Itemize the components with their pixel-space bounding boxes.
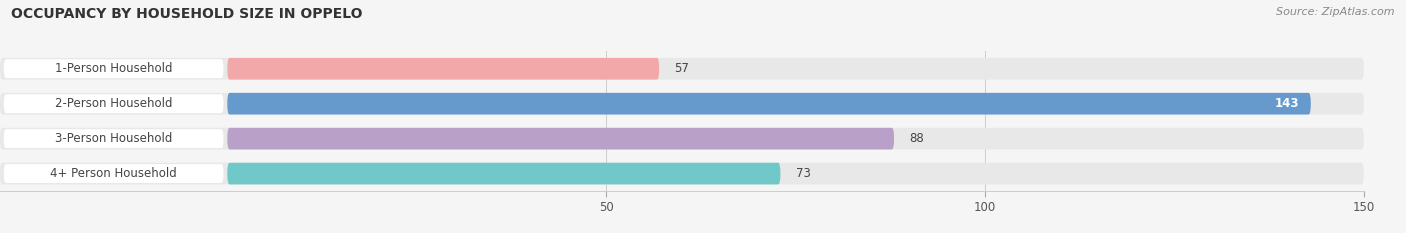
FancyBboxPatch shape — [4, 164, 224, 183]
FancyBboxPatch shape — [0, 163, 1364, 185]
FancyBboxPatch shape — [228, 128, 894, 150]
Text: 73: 73 — [796, 167, 810, 180]
Text: 143: 143 — [1275, 97, 1299, 110]
Text: OCCUPANCY BY HOUSEHOLD SIZE IN OPPELO: OCCUPANCY BY HOUSEHOLD SIZE IN OPPELO — [11, 7, 363, 21]
FancyBboxPatch shape — [0, 58, 1364, 80]
Text: 1-Person Household: 1-Person Household — [55, 62, 173, 75]
Text: 4+ Person Household: 4+ Person Household — [51, 167, 177, 180]
FancyBboxPatch shape — [228, 93, 1310, 115]
Text: 3-Person Household: 3-Person Household — [55, 132, 173, 145]
FancyBboxPatch shape — [228, 58, 659, 80]
FancyBboxPatch shape — [0, 128, 1364, 150]
FancyBboxPatch shape — [4, 129, 224, 148]
FancyBboxPatch shape — [0, 93, 1364, 115]
Text: Source: ZipAtlas.com: Source: ZipAtlas.com — [1277, 7, 1395, 17]
FancyBboxPatch shape — [228, 163, 780, 185]
Text: 2-Person Household: 2-Person Household — [55, 97, 173, 110]
Text: 57: 57 — [675, 62, 689, 75]
FancyBboxPatch shape — [4, 94, 224, 113]
FancyBboxPatch shape — [4, 59, 224, 78]
Text: 88: 88 — [910, 132, 924, 145]
